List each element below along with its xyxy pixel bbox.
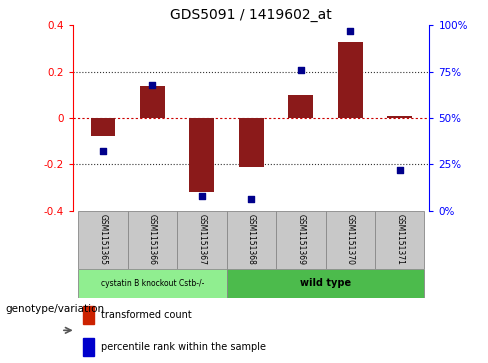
Point: [346, 28, 354, 34]
Text: GSM1151368: GSM1151368: [247, 214, 256, 265]
Text: GSM1151365: GSM1151365: [99, 214, 107, 265]
Bar: [288, 95, 313, 118]
Text: transformed count: transformed count: [101, 310, 192, 320]
Bar: [239, 118, 264, 167]
Text: percentile rank within the sample: percentile rank within the sample: [101, 342, 266, 352]
Text: GSM1151367: GSM1151367: [197, 214, 206, 265]
Point: [99, 148, 107, 154]
Bar: [140, 86, 165, 118]
Point: [396, 167, 404, 173]
Text: genotype/variation: genotype/variation: [5, 305, 104, 314]
Bar: [338, 42, 363, 118]
Bar: [83, 306, 94, 324]
Title: GDS5091 / 1419602_at: GDS5091 / 1419602_at: [170, 8, 332, 22]
Bar: [226, 211, 276, 269]
Bar: [83, 338, 94, 356]
Text: wild type: wild type: [300, 278, 351, 288]
Point: [247, 196, 255, 202]
Point: [148, 82, 156, 87]
Text: GSM1151370: GSM1151370: [346, 214, 355, 265]
Text: GSM1151369: GSM1151369: [296, 214, 305, 265]
Bar: [189, 118, 214, 192]
Bar: [177, 211, 226, 269]
Bar: [226, 269, 425, 298]
Bar: [90, 118, 115, 136]
Bar: [78, 269, 226, 298]
Text: cystatin B knockout Cstb-/-: cystatin B knockout Cstb-/-: [101, 279, 204, 287]
Bar: [375, 211, 425, 269]
Bar: [128, 211, 177, 269]
Bar: [387, 116, 412, 118]
Point: [198, 193, 206, 199]
Bar: [276, 211, 325, 269]
Text: GSM1151371: GSM1151371: [395, 214, 404, 265]
Bar: [78, 211, 128, 269]
Bar: [325, 211, 375, 269]
Text: GSM1151366: GSM1151366: [148, 214, 157, 265]
Point: [297, 67, 305, 73]
